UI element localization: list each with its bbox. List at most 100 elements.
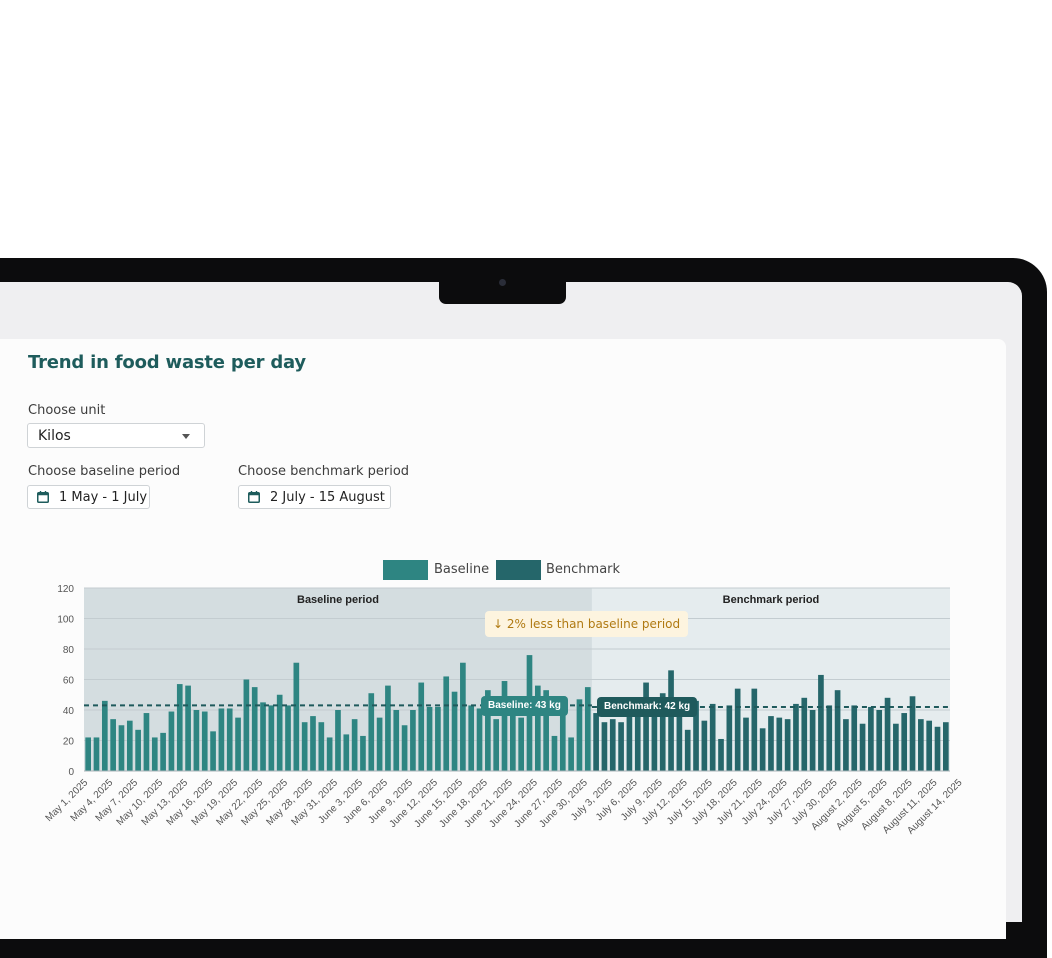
chevron-down-icon [182,434,190,439]
bar-baseline [568,737,574,771]
bar-benchmark [726,705,733,771]
bar-baseline [85,737,91,771]
page-title: Trend in food waste per day [28,352,306,373]
bar-baseline [385,685,391,771]
bar-baseline [243,679,250,771]
bar-baseline [160,732,166,771]
bar-baseline [518,717,524,771]
bar-baseline [126,720,133,771]
bar-benchmark [801,697,808,771]
bar-benchmark [601,722,608,771]
bar-benchmark [876,710,883,771]
bar-baseline [110,719,116,771]
baseline-date-value: 1 May - 1 July [59,490,148,505]
bar-baseline [226,708,233,771]
baseline-date-picker[interactable]: 1 May - 1 July [27,485,150,509]
bar-baseline [93,737,100,771]
bar-baseline [443,676,450,771]
bar-baseline [510,697,516,771]
bar-benchmark [909,696,916,771]
bar-benchmark [884,697,891,771]
bar-benchmark [834,690,841,771]
bar-benchmark [859,723,866,771]
legend-swatch-baseline [383,560,428,580]
bar-baseline [326,737,333,771]
bar-baseline [418,682,425,771]
bar-baseline [143,713,150,771]
legend-label-baseline: Baseline [434,562,490,577]
bar-baseline [285,705,291,771]
bar-baseline [468,705,475,771]
bar-baseline [360,735,366,771]
bar-baseline [135,729,141,771]
bar-baseline [310,716,316,771]
bar-benchmark [826,705,833,771]
bar-benchmark [718,738,724,771]
bar-baseline [543,690,549,771]
bar-benchmark [934,726,941,771]
bar-baseline [118,725,125,771]
bar-baseline [201,711,208,771]
bar-benchmark [693,700,699,771]
bar-benchmark [668,670,674,771]
unit-select[interactable]: Kilos [27,423,205,448]
benchmark-period-label: Choose benchmark period [238,464,410,479]
unit-select-value: Kilos [38,428,71,444]
bar-baseline [393,710,400,771]
calendar-icon [248,491,260,503]
bar-baseline [351,719,358,771]
bar-baseline [301,722,308,771]
benchmark-average-label: Benchmark: 42 kg [597,697,698,717]
benchmark-date-picker[interactable]: 2 July - 15 August [238,485,391,509]
bar-benchmark [868,706,874,771]
bar-benchmark [743,717,749,771]
bar-baseline [260,702,266,771]
y-tick-label: 120 [57,584,74,595]
bar-benchmark [709,703,716,771]
bar-baseline [559,696,566,771]
bar-baseline [210,731,216,771]
bar-baseline [368,693,375,771]
bar-benchmark [643,682,649,771]
bar-benchmark [734,688,741,771]
bar-baseline [376,717,383,771]
bar-baseline [268,705,275,771]
region-label-benchmark: Benchmark period [723,594,820,606]
bar-benchmark [626,714,633,771]
bar-baseline [235,717,241,771]
bar-baseline [435,706,441,771]
bar-baseline [276,694,283,771]
bar-benchmark [676,702,683,771]
bar-baseline [318,722,325,771]
bar-baseline [460,662,466,771]
bar-benchmark [901,713,908,771]
bar-baseline [493,719,500,771]
region-label-baseline: Baseline period [297,594,379,606]
bar-baseline [151,737,158,771]
camera-icon [499,279,506,286]
bar-benchmark [768,716,774,771]
bar-benchmark [701,720,708,771]
bar-baseline [584,687,591,771]
bar-benchmark [651,699,658,771]
bar-benchmark [609,719,616,771]
benchmark-date-value: 2 July - 15 August [270,490,385,505]
y-tick-label: 60 [63,676,75,687]
bar-baseline [293,662,300,771]
legend-swatch-benchmark [496,560,541,580]
bar-baseline [193,710,200,771]
bar-benchmark [918,719,924,771]
comparison-callout: ↓ 2% less than baseline period [485,611,689,637]
bar-baseline [476,708,483,771]
bar-benchmark [659,693,666,771]
bar-baseline [176,684,183,771]
bar-benchmark [793,703,799,771]
bar-baseline [426,706,433,771]
y-tick-label: 80 [63,645,75,656]
bar-benchmark [843,719,849,771]
baseline-period-label: Choose baseline period [28,464,181,479]
bar-baseline [343,734,350,771]
bar-benchmark [943,722,949,771]
y-tick-label: 0 [68,767,74,778]
bar-baseline [168,711,175,771]
